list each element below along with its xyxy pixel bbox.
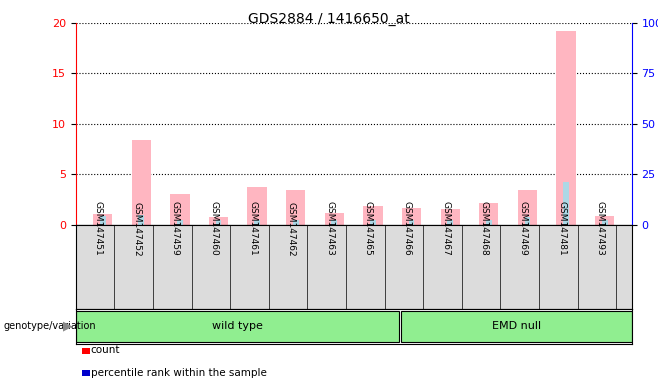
Bar (402, 207, 421, 225)
Text: ▶: ▶ (63, 320, 72, 333)
Bar (254, 220, 260, 225)
Text: GSM147465: GSM147465 (364, 202, 373, 256)
Bar (595, 215, 615, 225)
Text: GSM147461: GSM147461 (248, 202, 257, 256)
Text: GSM147469: GSM147469 (519, 202, 528, 256)
Bar (100, 215, 105, 225)
Text: GSM147459: GSM147459 (171, 202, 180, 256)
Text: GSM147462: GSM147462 (287, 202, 295, 256)
Bar (332, 220, 338, 225)
Bar (557, 31, 576, 225)
Text: GSM147481: GSM147481 (557, 202, 566, 256)
Bar (170, 194, 190, 225)
Bar (286, 190, 305, 225)
Bar (524, 217, 530, 225)
Text: GSM147463: GSM147463 (325, 202, 334, 256)
Text: GSM147451: GSM147451 (93, 202, 103, 256)
Text: GSM147466: GSM147466 (403, 202, 412, 256)
Bar (602, 220, 607, 225)
Text: GSM147460: GSM147460 (209, 202, 218, 256)
Text: genotype/variation: genotype/variation (3, 321, 96, 331)
Bar (370, 220, 376, 225)
Bar (447, 220, 453, 225)
Bar (486, 220, 492, 225)
Bar (518, 190, 537, 225)
Bar (209, 217, 228, 225)
Text: EMD null: EMD null (492, 321, 541, 331)
Bar (409, 220, 415, 225)
Text: GDS2884 / 1416650_at: GDS2884 / 1416650_at (248, 12, 410, 25)
Bar (247, 187, 266, 225)
Text: GSM147467: GSM147467 (442, 202, 450, 256)
Text: GSM147452: GSM147452 (132, 202, 141, 256)
Bar (363, 207, 383, 225)
Text: count: count (91, 345, 120, 355)
Bar (479, 204, 499, 225)
Bar (441, 209, 460, 225)
Bar (132, 140, 151, 225)
Bar (324, 213, 344, 225)
Bar (76, 311, 399, 342)
Text: GSM147493: GSM147493 (595, 202, 605, 256)
Bar (138, 215, 144, 225)
Bar (293, 220, 299, 225)
Bar (216, 220, 222, 225)
Bar (563, 182, 569, 225)
Text: percentile rank within the sample: percentile rank within the sample (91, 367, 266, 377)
Text: GSM147468: GSM147468 (480, 202, 489, 256)
Text: wild type: wild type (212, 321, 263, 331)
Bar (401, 311, 632, 342)
Bar (177, 220, 183, 225)
Bar (93, 214, 113, 225)
